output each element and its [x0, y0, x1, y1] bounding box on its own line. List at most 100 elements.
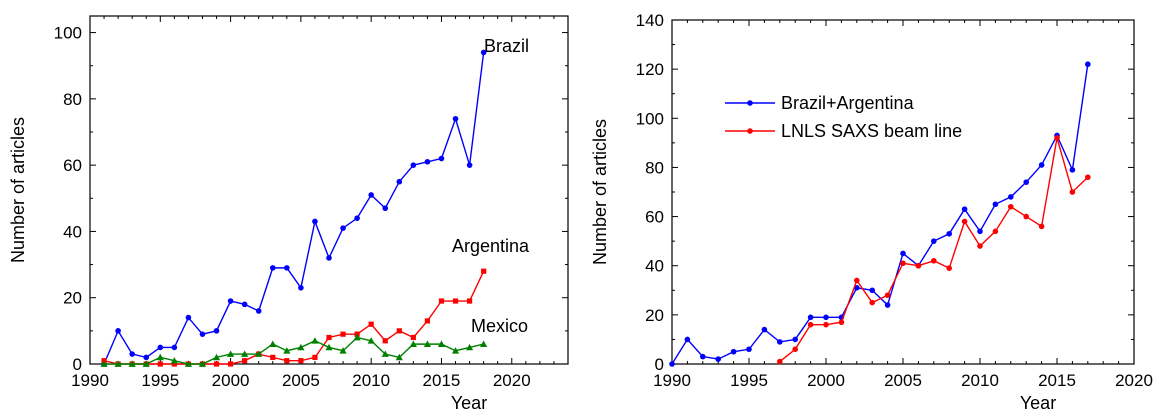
- x-tick-label: 1990: [653, 371, 691, 390]
- y-tick-label: 60: [63, 156, 82, 175]
- data-point-argentina: [270, 354, 276, 360]
- data-point-mexico: [465, 343, 474, 351]
- y-tick-label: 20: [63, 289, 82, 308]
- data-point-mexico: [409, 340, 417, 347]
- x-tick-label: 2010: [352, 371, 390, 390]
- legend: Brazil+Argentina LNLS SAXS beam line: [725, 93, 962, 141]
- data-point-brazil-argentina: [746, 346, 752, 353]
- data-point-mexico: [283, 347, 291, 354]
- data-point-brazil-argentina: [1038, 162, 1045, 168]
- data-point-brazil: [241, 301, 248, 308]
- data-point-brazil: [255, 308, 262, 314]
- x-tick-label: 2020: [1115, 371, 1153, 390]
- data-point-argentina: [312, 354, 318, 360]
- data-point-mexico: [269, 340, 277, 347]
- data-point-mexico: [339, 347, 347, 354]
- data-point-brazil: [438, 155, 445, 162]
- y-tick-label: 140: [636, 11, 664, 30]
- x-tick-label: 1995: [730, 371, 768, 390]
- y-tick-label: 40: [63, 222, 82, 241]
- plot-frame: [89, 15, 569, 365]
- x-tick-label: 1995: [141, 371, 179, 390]
- data-point-mexico: [255, 350, 263, 357]
- data-point-lnls-saxs-beam-line: [807, 321, 814, 328]
- data-point-argentina: [424, 318, 431, 324]
- y-axis-title: Number of articles: [8, 117, 28, 263]
- data-point-brazil: [354, 215, 360, 221]
- data-point-lnls-saxs-beam-line: [1069, 189, 1076, 195]
- y-axis-title: Number of articles: [590, 119, 610, 265]
- series-line-mexico: [104, 336, 484, 365]
- series-line-brazil: [103, 52, 485, 365]
- data-point-mexico: [241, 350, 249, 357]
- data-point-argentina: [326, 334, 332, 341]
- data-point-brazil-argentina: [700, 353, 706, 360]
- data-point-mexico: [100, 360, 108, 367]
- legend-swatch-marker: [747, 128, 753, 134]
- data-point-argentina: [396, 328, 402, 334]
- legend-swatch-marker: [747, 100, 753, 106]
- data-point-mexico: [142, 360, 150, 367]
- data-point-brazil: [452, 115, 459, 122]
- data-point-lnls-saxs-beam-line: [792, 346, 798, 353]
- series-line-lnls-saxs-beam-line: [779, 137, 1089, 363]
- data-point-mexico: [480, 340, 488, 347]
- data-point-brazil: [298, 284, 304, 291]
- data-point-brazil-argentina: [684, 336, 691, 343]
- series-mexico: [100, 333, 488, 367]
- y-tick-label: 60: [645, 208, 664, 227]
- data-point-brazil-argentina: [869, 287, 875, 294]
- x-tick-label: 2020: [493, 371, 531, 390]
- data-point-lnls-saxs-beam-line: [1008, 203, 1014, 210]
- y-tick-label: 80: [63, 90, 82, 109]
- data-point-brazil: [326, 255, 332, 261]
- data-point-brazil-argentina: [807, 314, 814, 321]
- data-point-brazil: [185, 314, 192, 321]
- data-point-argentina: [452, 298, 459, 304]
- series-brazil: [101, 49, 487, 367]
- series-line-argentina: [103, 270, 485, 365]
- data-point-argentina: [410, 334, 416, 341]
- data-point-mexico: [226, 350, 235, 357]
- data-point-brazil: [171, 344, 178, 351]
- data-point-brazil: [382, 205, 389, 212]
- data-point-brazil-argentina: [1023, 179, 1029, 185]
- data-point-argentina: [438, 298, 445, 304]
- data-point-mexico: [353, 333, 361, 341]
- data-point-brazil: [368, 192, 374, 198]
- series-argentina: [101, 268, 487, 367]
- data-point-brazil-argentina: [931, 238, 937, 244]
- data-point-mexico: [325, 343, 333, 351]
- data-point-brazil-argentina: [730, 348, 737, 355]
- data-point-mexico: [381, 350, 389, 357]
- x-axis-title: Year: [1020, 393, 1056, 413]
- annotation-brazil: Brazil: [484, 36, 529, 56]
- data-point-mexico: [128, 360, 136, 367]
- y-tick-label: 100: [636, 109, 664, 128]
- data-point-mexico: [297, 343, 305, 351]
- data-point-brazil: [129, 351, 135, 357]
- data-point-lnls-saxs-beam-line: [961, 218, 968, 225]
- plot-frame: [671, 19, 1135, 365]
- data-point-brazil: [312, 218, 318, 225]
- x-tick-label: 2015: [423, 371, 461, 390]
- series-lnls-saxs-beam-line: [777, 135, 1091, 365]
- data-point-mexico: [367, 337, 375, 344]
- data-point-brazil: [115, 328, 121, 334]
- data-point-brazil-argentina: [792, 336, 798, 343]
- legend-entry-brazil-argentina: Brazil+Argentina: [781, 93, 915, 113]
- data-point-lnls-saxs-beam-line: [823, 321, 829, 328]
- data-point-brazil-argentina: [992, 201, 999, 208]
- data-point-lnls-saxs-beam-line: [931, 258, 937, 264]
- y-tick-label: 80: [645, 158, 664, 177]
- data-point-brazil: [143, 354, 150, 361]
- x-tick-label: 2000: [212, 371, 250, 390]
- data-point-argentina: [298, 358, 304, 364]
- data-point-lnls-saxs-beam-line: [854, 277, 860, 284]
- data-point-brazil-argentina: [900, 250, 906, 257]
- data-point-argentina: [213, 361, 220, 367]
- data-point-brazil: [480, 49, 487, 56]
- y-tick-label: 20: [645, 306, 664, 325]
- data-point-mexico: [395, 353, 403, 361]
